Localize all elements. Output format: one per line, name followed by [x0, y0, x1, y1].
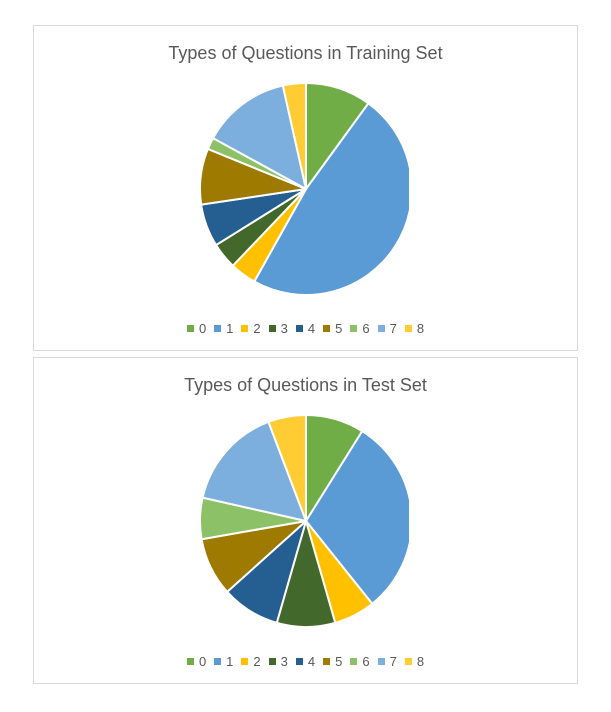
- pie-slice-8: [267, 414, 307, 522]
- pie-slice-7: [212, 84, 307, 190]
- legend-swatch: [214, 325, 222, 332]
- legend-item-3: 3: [268, 654, 288, 669]
- pie-slice-8: [281, 82, 307, 190]
- legend-label: 3: [280, 321, 288, 336]
- legend-item-5: 5: [323, 321, 342, 336]
- legend-label: 4: [307, 321, 316, 336]
- chart-legend: 0 1 2 3 4 5 6 7 8: [34, 321, 577, 336]
- legend-item-8: 8: [404, 654, 425, 669]
- legend-label: 3: [280, 654, 288, 669]
- pie-slice-1: [305, 430, 409, 605]
- legend-item-3: 3: [268, 321, 288, 336]
- legend-swatch: [404, 658, 412, 665]
- legend-swatch: [186, 325, 194, 332]
- legend-swatch: [241, 325, 249, 332]
- legend-label: 6: [362, 321, 370, 336]
- legend-item-1: 1: [214, 654, 233, 669]
- legend-swatch: [268, 658, 276, 665]
- legend-swatch: [377, 658, 385, 665]
- legend-label: 8: [416, 654, 425, 669]
- legend-label: 4: [307, 654, 316, 669]
- legend-item-6: 6: [350, 654, 370, 669]
- legend-swatch: [350, 325, 358, 332]
- chart-legend: 0 1 2 3 4 5 6 7 8: [34, 654, 577, 669]
- legend-item-2: 2: [241, 321, 261, 336]
- legend-label: 2: [253, 321, 261, 336]
- legend-label: 7: [389, 654, 397, 669]
- legend-item-4: 4: [295, 654, 316, 669]
- legend-label: 0: [198, 321, 207, 336]
- legend-swatch: [295, 658, 303, 665]
- legend-swatch: [295, 325, 303, 332]
- legend-label: 0: [198, 654, 207, 669]
- legend-label: 6: [362, 654, 370, 669]
- pie-chart: [199, 414, 409, 628]
- legend-item-8: 8: [404, 321, 425, 336]
- legend-label: 1: [226, 321, 234, 336]
- pie-chart: [199, 82, 409, 296]
- legend-item-1: 1: [214, 321, 233, 336]
- legend-label: 1: [226, 654, 234, 669]
- legend-label: 7: [389, 321, 397, 336]
- chart-title: Types of Questions in Training Set: [168, 43, 443, 63]
- legend-swatch: [268, 325, 276, 332]
- test-set-chart-panel: Types of Questions in Test Set 0 1 2 3 4 5 6 7 8: [33, 357, 578, 684]
- legend-label: 5: [335, 654, 343, 669]
- legend-swatch: [214, 658, 222, 665]
- legend-swatch: [323, 658, 331, 665]
- legend-item-2: 2: [241, 654, 261, 669]
- legend-item-4: 4: [295, 321, 316, 336]
- legend-label: 2: [253, 654, 261, 669]
- legend-item-5: 5: [323, 654, 342, 669]
- pie-slice-7: [201, 420, 307, 522]
- legend-swatch: [377, 325, 385, 332]
- legend-item-7: 7: [377, 321, 397, 336]
- legend-swatch: [350, 658, 358, 665]
- legend-swatch: [404, 325, 412, 332]
- legend-item-6: 6: [350, 321, 370, 336]
- legend-label: 5: [335, 321, 343, 336]
- legend-label: 8: [416, 321, 425, 336]
- legend-item-0: 0: [186, 321, 207, 336]
- training-set-chart-panel: Types of Questions in Training Set 0 1 2 3 4…: [33, 25, 578, 351]
- chart-title: Types of Questions in Test Set: [184, 375, 427, 395]
- legend-swatch: [241, 658, 249, 665]
- legend-item-0: 0: [186, 654, 207, 669]
- legend-item-7: 7: [377, 654, 397, 669]
- legend-swatch: [186, 658, 194, 665]
- pie-slice-1: [253, 102, 409, 296]
- legend-swatch: [323, 325, 331, 332]
